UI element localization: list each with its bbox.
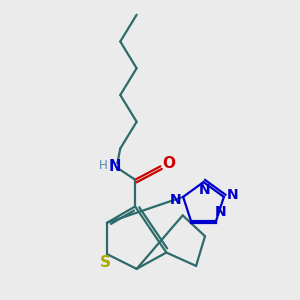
Text: N: N (170, 193, 182, 207)
Text: N: N (215, 206, 226, 220)
Text: H: H (99, 159, 107, 172)
Text: N: N (227, 188, 238, 203)
Text: O: O (162, 156, 175, 171)
Text: S: S (100, 255, 111, 270)
Text: N: N (198, 183, 210, 197)
Text: N: N (109, 159, 121, 174)
